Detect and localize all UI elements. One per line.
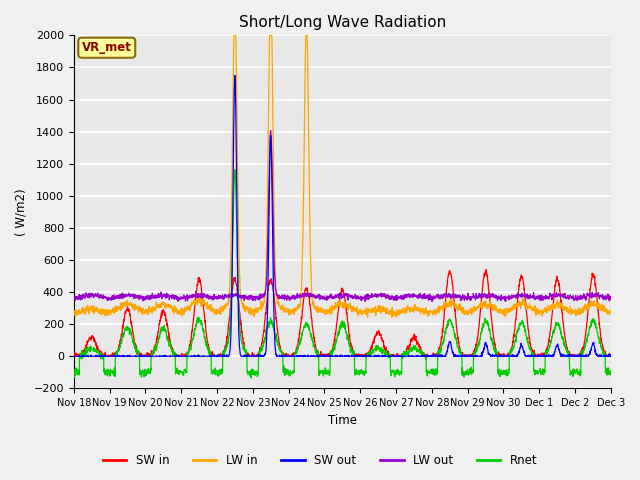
Title: Short/Long Wave Radiation: Short/Long Wave Radiation	[239, 15, 446, 30]
Legend: SW in, LW in, SW out, LW out, Rnet: SW in, LW in, SW out, LW out, Rnet	[98, 449, 542, 472]
X-axis label: Time: Time	[328, 414, 357, 427]
Y-axis label: ( W/m2): ( W/m2)	[15, 188, 28, 236]
Text: VR_met: VR_met	[82, 41, 132, 54]
